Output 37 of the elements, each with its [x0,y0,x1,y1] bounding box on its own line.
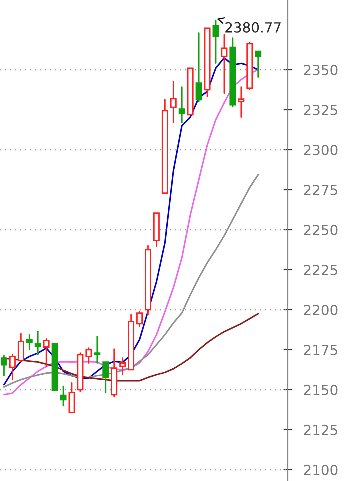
candlestick [178,86,186,124]
candlestick [238,86,245,118]
candlestick [102,362,110,394]
annotation: 2380.77 [226,22,281,33]
candlestick [120,358,126,376]
y-tick-label: 2150 [304,384,338,396]
candlestick [52,343,58,392]
candlestick [68,382,76,414]
candlestick [221,34,228,94]
candlestick [26,334,33,350]
candlestick [94,336,101,364]
candlestick [128,314,135,371]
candlestick [255,50,262,78]
y-tick-label: 2125 [304,424,338,436]
candlestick [34,330,42,356]
y-tick-label: 2325 [304,104,338,116]
candlestick [145,245,152,316]
candlestick [9,354,16,381]
candlestick [230,38,236,108]
y-tick-label: 2300 [304,144,338,156]
y-tick-label: 2100 [304,464,338,476]
y-tick-label: 2225 [304,264,338,276]
candlestick [196,32,202,102]
candlestick [86,348,92,364]
candlestick [153,212,160,248]
candlestick [1,355,8,377]
candlestick [187,68,194,116]
candlestick [43,338,50,368]
candlestick [170,80,177,124]
y-tick-label: 2175 [304,344,338,356]
candlestick [111,348,118,398]
candlestick [162,99,168,194]
y-tick-label: 2200 [304,304,338,316]
candlestick [136,310,143,328]
y-tick-label: 2350 [304,64,338,76]
y-tick-label: 2275 [304,184,338,196]
y-tick-label: 2250 [304,224,338,236]
